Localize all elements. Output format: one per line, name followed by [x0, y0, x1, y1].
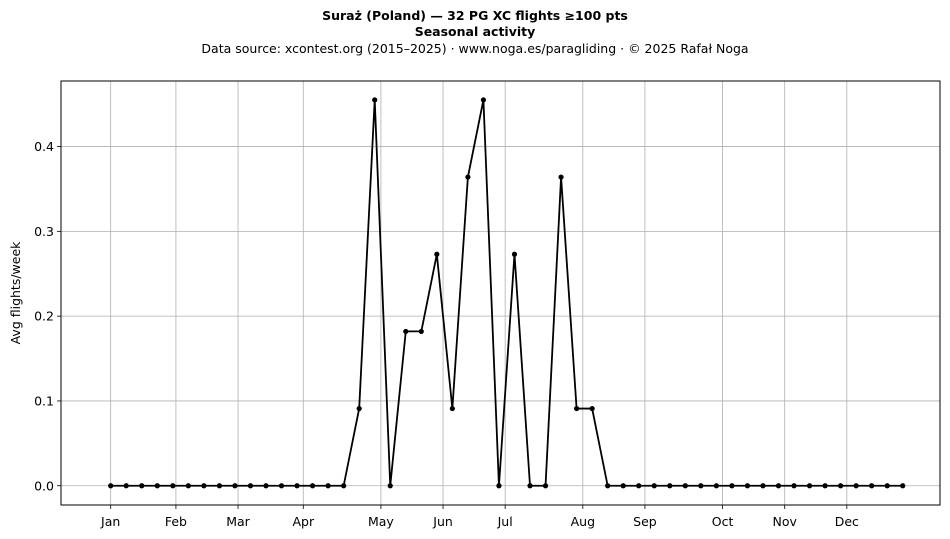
data-point	[434, 251, 440, 257]
y-tick-label: 0.4	[34, 139, 54, 154]
data-point	[418, 328, 424, 335]
data-point	[900, 483, 906, 489]
x-tick-label: Jul	[497, 514, 513, 529]
data-point	[558, 174, 564, 180]
x-tick-label: Mar	[226, 514, 250, 529]
data-point	[465, 174, 471, 180]
data-point	[123, 483, 129, 489]
x-tick-label: Jun	[432, 514, 453, 529]
data-point	[309, 483, 316, 489]
data-point	[589, 405, 595, 412]
data-point	[496, 483, 502, 489]
data-point	[869, 483, 875, 489]
x-axis-ticks: Jan Feb Mar Apr May Jun Jul Aug Sep Oct Nov Dec	[100, 505, 859, 529]
series-group	[108, 97, 906, 489]
y-tick-label: 0.2	[34, 309, 54, 324]
chart-source: Data source: xcontest.org (2015–2025) · …	[201, 41, 749, 56]
data-point	[185, 483, 191, 489]
data-point	[263, 483, 269, 489]
grid-lines	[61, 81, 940, 505]
data-point	[884, 483, 890, 489]
x-tick-label: Sep	[633, 514, 657, 529]
data-point	[542, 483, 549, 489]
x-tick-label: Jan	[100, 514, 120, 529]
chart-subtitle: Seasonal activity	[414, 24, 536, 39]
data-point	[511, 251, 518, 257]
data-point	[775, 483, 782, 489]
data-point	[620, 483, 626, 489]
data-point	[744, 483, 751, 489]
y-tick-label: 0.0	[34, 478, 54, 493]
x-tick-label: Apr	[292, 514, 314, 529]
data-point	[605, 483, 611, 489]
data-point	[682, 483, 688, 489]
plot-frame	[60, 80, 941, 506]
chart-title: Suraż (Poland) — 32 PG XC flights ≥100 p…	[322, 8, 628, 23]
data-point	[573, 405, 580, 412]
data-point	[170, 483, 176, 489]
data-point	[108, 483, 114, 489]
x-tick-label: Oct	[712, 514, 734, 529]
data-point	[325, 483, 331, 489]
data-point	[838, 483, 844, 489]
data-point	[713, 483, 719, 489]
data-point	[806, 483, 813, 489]
data-point	[667, 483, 673, 489]
series-line	[110, 99, 903, 487]
data-point	[387, 483, 393, 489]
data-point	[247, 483, 254, 489]
data-point	[527, 483, 533, 489]
data-point	[729, 483, 735, 489]
y-axis-ticks: 0.0 0.1 0.2 0.3 0.4	[34, 139, 61, 493]
y-axis-label: Avg flights/week	[8, 241, 23, 345]
data-point	[372, 97, 378, 103]
data-point	[154, 483, 160, 489]
x-tick-label: Nov	[772, 514, 797, 529]
x-tick-label: Feb	[165, 514, 187, 529]
data-point	[232, 483, 238, 489]
data-point	[853, 483, 859, 489]
x-tick-label: Aug	[571, 514, 595, 529]
data-point	[760, 483, 766, 489]
x-tick-label: May	[368, 514, 394, 529]
y-tick-label: 0.3	[34, 224, 54, 239]
data-point	[294, 483, 300, 489]
data-point	[139, 483, 145, 489]
data-point	[651, 483, 657, 489]
data-point	[403, 328, 409, 335]
chart-titles: Suraż (Poland) — 32 PG XC flights ≥100 p…	[0, 8, 950, 58]
data-point	[636, 483, 642, 489]
data-point	[822, 483, 828, 489]
data-point	[356, 405, 362, 412]
data-point	[698, 483, 704, 489]
data-point	[216, 483, 223, 489]
y-tick-label: 0.1	[34, 393, 54, 408]
data-point	[341, 483, 347, 489]
x-tick-label: Dec	[835, 514, 859, 529]
data-point	[480, 97, 487, 103]
data-point	[201, 483, 207, 489]
data-point	[449, 405, 455, 412]
data-point	[278, 483, 285, 489]
data-point	[791, 483, 797, 489]
